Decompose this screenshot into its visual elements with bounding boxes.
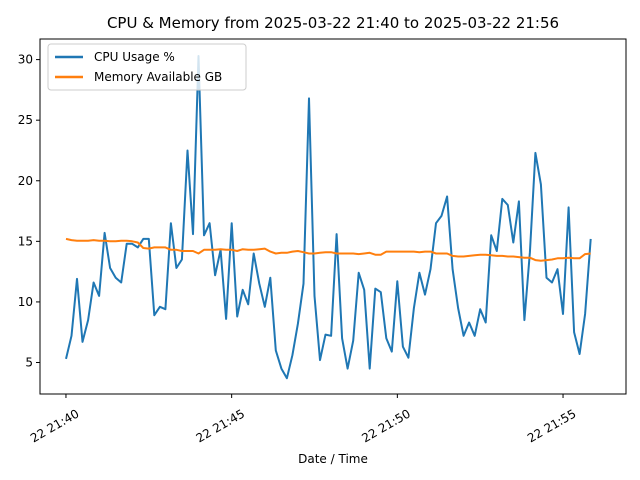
y-tick-label: 10 [18,295,33,309]
plot-lines [65,55,592,380]
x-axis: 22 21:40 22 21:45 22 21:50 22 21:55 [28,394,579,445]
y-tick-label: 25 [18,113,33,127]
chart-title: CPU & Memory from 2025-03-22 21:40 to 20… [107,14,559,32]
legend-box [47,43,247,91]
series-line-1 [65,237,591,262]
y-tick-label: 30 [18,53,33,67]
series-line-0 [65,55,592,380]
x-tick-label: 22 21:55 [525,406,578,445]
legend-label-1: Memory Available GB [94,70,222,84]
x-tick-label: 22 21:45 [194,406,247,445]
y-tick-label: 20 [18,174,33,188]
x-tick-label: 22 21:50 [359,406,412,445]
legend-label-0: CPU Usage % [94,50,175,64]
y-axis: 5 10 15 20 25 30 [18,53,40,369]
legend: CPU Usage % Memory Available GB [47,43,247,91]
x-tick-label: 22 21:40 [28,406,81,445]
y-tick-label: 5 [25,355,33,369]
y-tick-label: 15 [18,234,33,248]
x-axis-label: Date / Time [298,452,368,466]
plot-frame [39,38,627,395]
